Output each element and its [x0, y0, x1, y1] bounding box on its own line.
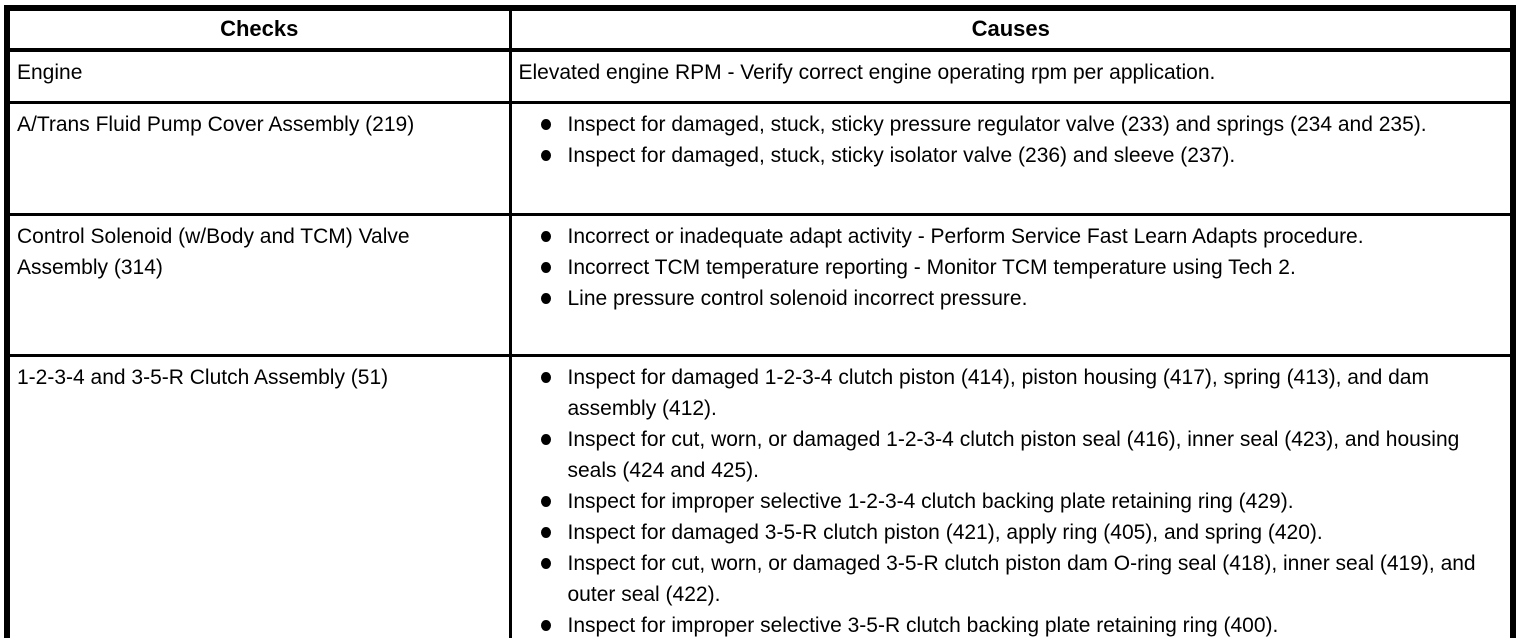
- cause-item: Inspect for cut, worn, or damaged 3-5-R …: [518, 548, 1503, 610]
- checks-causes-table: Checks Causes Engine Elevated engine RPM …: [4, 5, 1516, 638]
- cause-item: Line pressure control solenoid incorrect…: [518, 283, 1503, 314]
- table-body: Engine Elevated engine RPM - Verify corre…: [5, 48, 1515, 638]
- causes-cell: Incorrect or inadequate adapt activity -…: [508, 213, 1515, 357]
- causes-list: Incorrect or inadequate adapt activity -…: [518, 221, 1503, 314]
- table-row: 1-2-3-4 and 3-5-R Clutch Assembly (51) In…: [5, 354, 1515, 638]
- causes-cell: Inspect for damaged 1-2-3-4 clutch pisto…: [508, 354, 1515, 638]
- table-row: A/Trans Fluid Pump Cover Assembly (219) I…: [5, 101, 1515, 216]
- cause-item: Inspect for cut, worn, or damaged 1-2-3-…: [518, 424, 1503, 486]
- cause-item: Inspect for improper selective 3-5-R clu…: [518, 610, 1503, 638]
- header-row: Checks Causes: [5, 6, 1515, 52]
- causes-cell: Elevated engine RPM - Verify correct eng…: [508, 48, 1515, 104]
- cause-text: Elevated engine RPM - Verify correct eng…: [518, 61, 1216, 84]
- cause-item: Inspect for damaged, stuck, sticky isola…: [518, 140, 1503, 171]
- causes-cell: Inspect for damaged, stuck, sticky press…: [508, 101, 1515, 216]
- causes-list: Inspect for damaged 1-2-3-4 clutch pisto…: [518, 362, 1503, 638]
- table-row: Control Solenoid (w/Body and TCM) Valve …: [5, 213, 1515, 357]
- header-checks: Checks: [5, 6, 512, 52]
- check-cell: Control Solenoid (w/Body and TCM) Valve …: [5, 213, 512, 357]
- cause-item: Inspect for damaged 3-5-R clutch piston …: [518, 517, 1503, 548]
- check-cell: A/Trans Fluid Pump Cover Assembly (219): [5, 101, 512, 216]
- header-causes: Causes: [508, 6, 1515, 52]
- causes-list: Inspect for damaged, stuck, sticky press…: [518, 109, 1503, 171]
- cause-item: Incorrect or inadequate adapt activity -…: [518, 221, 1503, 252]
- cause-item: Inspect for improper selective 1-2-3-4 c…: [518, 486, 1503, 517]
- check-cell: Engine: [5, 48, 512, 104]
- cause-item: Incorrect TCM temperature reporting - Mo…: [518, 252, 1503, 283]
- document-page: Checks Causes Engine Elevated engine RPM …: [0, 5, 1520, 638]
- check-cell: 1-2-3-4 and 3-5-R Clutch Assembly (51): [5, 354, 512, 638]
- table-row: Engine Elevated engine RPM - Verify corre…: [5, 48, 1515, 104]
- cause-item: Inspect for damaged, stuck, sticky press…: [518, 109, 1503, 140]
- cause-item: Inspect for damaged 1-2-3-4 clutch pisto…: [518, 362, 1503, 424]
